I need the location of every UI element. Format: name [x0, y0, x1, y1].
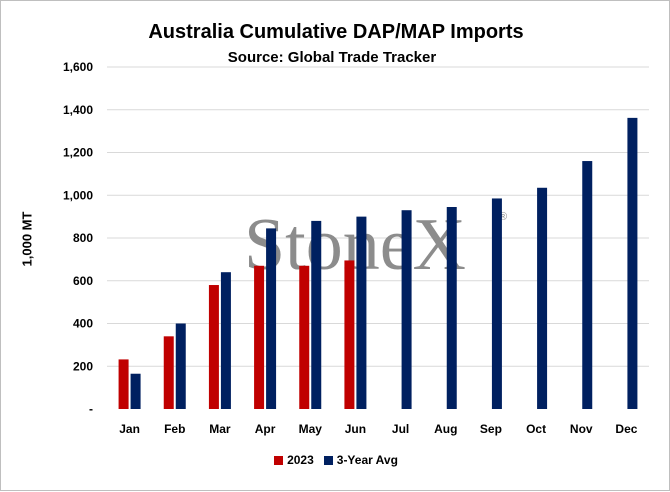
y-tick-label: 1,600 — [63, 60, 93, 74]
stonex-watermark: StoneX — [244, 204, 466, 286]
y-tick-label: 400 — [73, 317, 93, 331]
y-tick-label: 600 — [73, 274, 93, 288]
bar-2023-jan — [118, 359, 129, 409]
x-tick-label: May — [299, 422, 323, 436]
legend-swatch-2023 — [274, 455, 284, 465]
bar-2023-feb — [163, 336, 174, 409]
chart-subtitle: Source: Global Trade Tracker — [227, 49, 437, 66]
x-tick-label: Feb — [164, 422, 185, 436]
x-tick-label: Jun — [345, 422, 366, 436]
bar-3yr-avg-feb — [175, 323, 186, 409]
x-tick-label: Mar — [209, 422, 231, 436]
bar-3yr-avg-aug — [446, 207, 457, 409]
x-tick-label: Dec — [615, 422, 637, 436]
legend: 2023 3-Year Avg — [1, 453, 670, 467]
y-tick-label: 1,000 — [63, 188, 93, 202]
bar-3yr-avg-jun — [356, 216, 367, 409]
bar-2023-may — [299, 265, 310, 409]
bar-3yr-avg-jul — [401, 210, 412, 409]
y-tick-label: 1,200 — [63, 146, 93, 160]
bar-3yr-avg-nov — [582, 161, 593, 409]
bar-2023-apr — [254, 265, 265, 409]
x-tick-label: Aug — [434, 422, 457, 436]
x-tick-label: Jul — [392, 422, 409, 436]
bar-2023-jun — [344, 260, 355, 409]
legend-swatch-3yr-avg — [323, 455, 333, 465]
legend-item-2023: 2023 — [274, 453, 314, 467]
x-tick-label: Nov — [570, 422, 593, 436]
bar-3yr-avg-may — [311, 220, 322, 409]
bar-2023-mar — [208, 285, 219, 409]
y-tick-label: 200 — [73, 359, 93, 373]
x-tick-label: Sep — [480, 422, 502, 436]
bar-3yr-avg-sep — [491, 198, 502, 409]
x-tick-label: Apr — [255, 422, 276, 436]
legend-label-2023: 2023 — [287, 453, 314, 467]
legend-item-3yr-avg: 3-Year Avg — [323, 453, 398, 467]
bar-3yr-avg-apr — [266, 228, 277, 409]
bar-3yr-avg-jan — [130, 373, 141, 409]
registered-mark: ® — [499, 211, 507, 223]
legend-label-3yr-avg: 3-Year Avg — [336, 453, 398, 467]
x-tick-label: Oct — [526, 422, 546, 436]
chart-title: Australia Cumulative DAP/MAP Imports — [148, 21, 524, 43]
y-tick-label: 1,400 — [63, 103, 93, 117]
y-tick-label: 800 — [73, 231, 93, 245]
bar-3yr-avg-dec — [627, 117, 638, 409]
x-tick-label: Jan — [119, 422, 140, 436]
bar-3yr-avg-mar — [220, 272, 231, 409]
bar-3yr-avg-oct — [537, 187, 548, 409]
y-tick-label: - — [89, 402, 93, 416]
